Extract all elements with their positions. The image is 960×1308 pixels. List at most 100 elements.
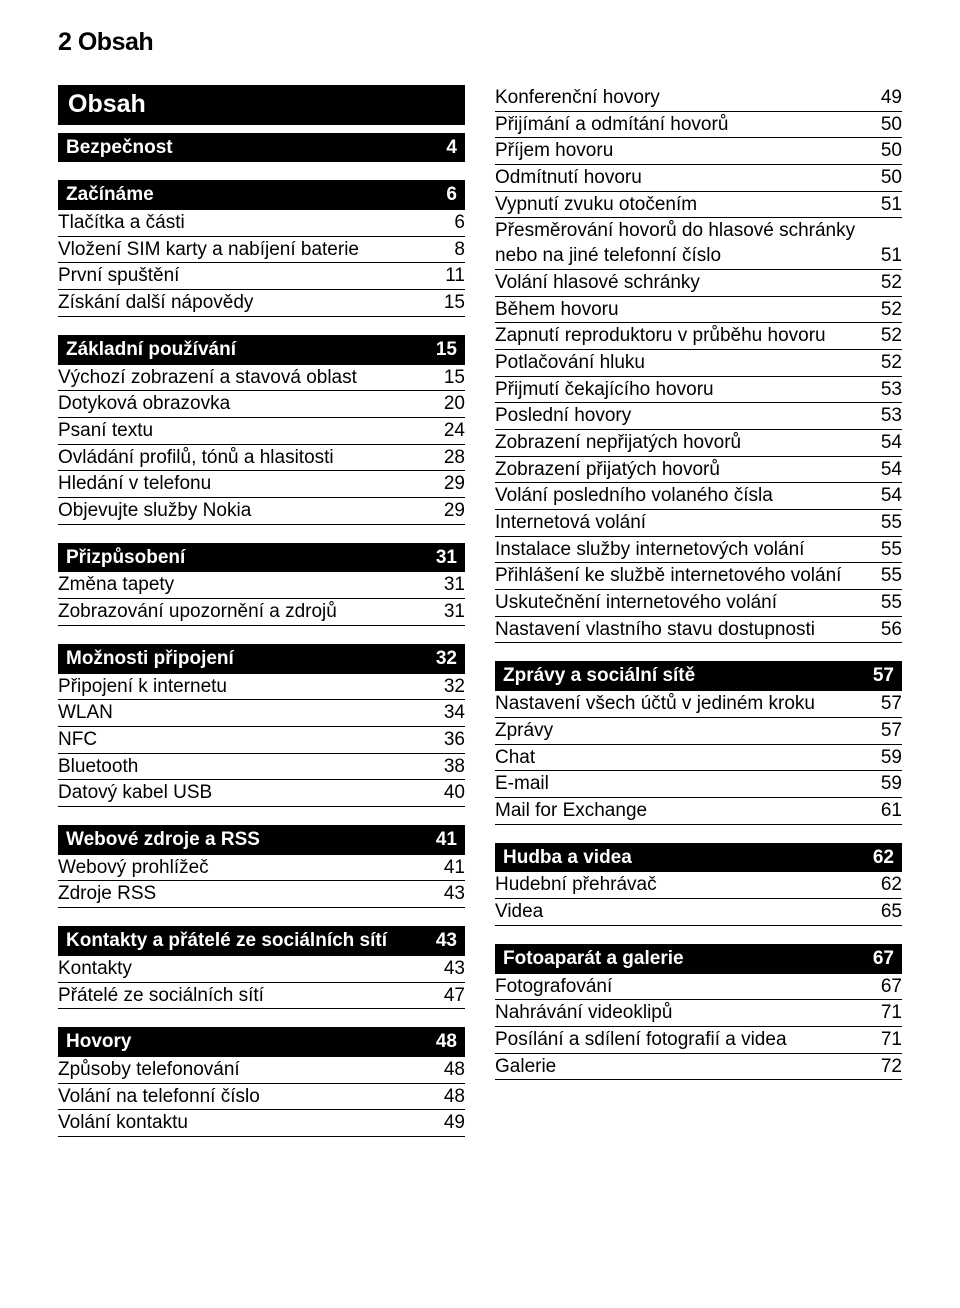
- toc-item-page: 28: [436, 446, 465, 471]
- toc-item-label: E-mail: [495, 772, 873, 797]
- toc-item-page: 29: [436, 472, 465, 497]
- toc-item-label: První spuštění: [58, 264, 437, 289]
- toc-item-label: Videa: [495, 900, 873, 925]
- toc-section-label: Bezpečnost: [66, 136, 438, 160]
- toc-item-page: 43: [436, 882, 465, 907]
- toc-item-label: Chat: [495, 746, 873, 771]
- toc-item: Psaní textu24: [58, 418, 465, 445]
- toc-section: Fotoaparát a galerie67: [495, 944, 902, 974]
- toc-section-page: 67: [865, 947, 894, 971]
- toc-item-label: Posílání a sdílení fotografií a videa: [495, 1028, 873, 1053]
- toc-item-page: 55: [873, 564, 902, 589]
- toc-item: Získání další nápovědy15: [58, 290, 465, 317]
- toc-item: Během hovoru52: [495, 297, 902, 324]
- toc-item-label: Hudební přehrávač: [495, 873, 873, 898]
- toc-item: Nahrávání videoklipů71: [495, 1000, 902, 1027]
- toc-item-page: 57: [873, 692, 902, 717]
- toc-section: Začínáme6: [58, 180, 465, 210]
- toc-item-page: 36: [436, 728, 465, 753]
- toc-section: Základní používání15: [58, 335, 465, 365]
- toc-item: Volání na telefonní číslo48: [58, 1084, 465, 1111]
- toc-item-label: Volání na telefonní číslo: [58, 1085, 436, 1110]
- toc-item-label: Ovládání profilů, tónů a hlasitosti: [58, 446, 436, 471]
- toc-item-label: Zdroje RSS: [58, 882, 436, 907]
- toc-item-label: Internetová volání: [495, 511, 873, 536]
- toc-item-page: 55: [873, 538, 902, 563]
- toc-item-page: 51: [873, 193, 902, 218]
- toc-section: Bezpečnost4: [58, 133, 465, 163]
- toc-item: Datový kabel USB40: [58, 780, 465, 807]
- toc-item: Odmítnutí hovoru50: [495, 165, 902, 192]
- toc-item-page: 40: [436, 781, 465, 806]
- toc-item-label: Získání další nápovědy: [58, 291, 436, 316]
- toc-item-page: 50: [873, 113, 902, 138]
- toc-item-page: 38: [436, 755, 465, 780]
- toc-item: Kontakty43: [58, 956, 465, 983]
- toc-item: Objevujte služby Nokia29: [58, 498, 465, 525]
- toc-item-label: WLAN: [58, 701, 436, 726]
- toc-item-page: 15: [436, 366, 465, 391]
- toc-item-page: 52: [873, 351, 902, 376]
- toc-item-label: Způsoby telefonování: [58, 1058, 436, 1083]
- toc-item: Ovládání profilů, tónů a hlasitosti28: [58, 445, 465, 472]
- toc-item-page: 65: [873, 900, 902, 925]
- toc-section-label: Hudba a videa: [503, 846, 865, 870]
- toc-item-page: 50: [873, 139, 902, 164]
- toc-item: Uskutečnění internetového volání55: [495, 590, 902, 617]
- toc-item-page: 11: [437, 264, 465, 289]
- toc-item: Přátelé ze sociálních sítí47: [58, 983, 465, 1010]
- toc-item: Způsoby telefonování48: [58, 1057, 465, 1084]
- toc-item: Příjem hovoru50: [495, 138, 902, 165]
- toc-item: Volání hlasové schránky52: [495, 270, 902, 297]
- toc-item: Změna tapety31: [58, 572, 465, 599]
- toc-item-page: 52: [873, 298, 902, 323]
- toc-item: Přesměrování hovorů do hlasové schránky …: [495, 218, 902, 269]
- toc-item-page: 31: [436, 573, 465, 598]
- toc-item-page: 20: [436, 392, 465, 417]
- toc-section-label: Webové zdroje a RSS: [66, 828, 428, 852]
- toc-item-label: Vložení SIM karty a nabíjení baterie: [58, 238, 446, 263]
- toc-item-label: Potlačování hluku: [495, 351, 873, 376]
- toc-item-label: Zobrazení přijatých hovorů: [495, 458, 873, 483]
- toc-item-page: 24: [436, 419, 465, 444]
- toc-item-page: 50: [873, 166, 902, 191]
- toc-item: Zobrazení nepřijatých hovorů54: [495, 430, 902, 457]
- toc-item-page: 49: [873, 86, 902, 111]
- toc-item-label: Odmítnutí hovoru: [495, 166, 873, 191]
- toc-item-label: Mail for Exchange: [495, 799, 873, 824]
- toc-item: Zprávy57: [495, 718, 902, 745]
- toc-item: Internetová volání55: [495, 510, 902, 537]
- toc-section-label: Přizpůsobení: [66, 546, 428, 570]
- toc-item-label: Připojení k internetu: [58, 675, 436, 700]
- toc-item-page: 49: [436, 1111, 465, 1136]
- toc-item-label: Přátelé ze sociálních sítí: [58, 984, 436, 1009]
- toc-item-label: Fotografování: [495, 975, 873, 1000]
- toc-item: Volání posledního volaného čísla54: [495, 483, 902, 510]
- toc-item-page: 54: [873, 431, 902, 456]
- toc-item-page: 59: [873, 746, 902, 771]
- toc-item-page: 54: [873, 484, 902, 509]
- toc-item-page: 53: [873, 404, 902, 429]
- toc-item-page: 29: [436, 499, 465, 524]
- toc-item-label: Zobrazení nepřijatých hovorů: [495, 431, 873, 456]
- toc-section-label: Začínáme: [66, 183, 438, 207]
- toc-item: Nastavení všech účtů v jediném kroku57: [495, 691, 902, 718]
- toc-item: Dotyková obrazovka20: [58, 391, 465, 418]
- toc-item-page: 43: [436, 957, 465, 982]
- toc-section-page: 15: [428, 338, 457, 362]
- toc-item-label: Hledání v telefonu: [58, 472, 436, 497]
- toc-item-label: Tlačítka a části: [58, 211, 446, 236]
- toc-item-label: Přijmutí čekajícího hovoru: [495, 378, 873, 403]
- toc-item-label: NFC: [58, 728, 436, 753]
- toc-item-page: 34: [436, 701, 465, 726]
- toc-item: Zapnutí reproduktoru v průběhu hovoru52: [495, 323, 902, 350]
- toc-section-label: Kontakty a přátelé ze sociálních sítí: [66, 929, 428, 953]
- toc-item-page: 41: [436, 856, 465, 881]
- toc-section-page: 57: [865, 664, 894, 688]
- toc-item-label: Volání kontaktu: [58, 1111, 436, 1136]
- toc-item-page: 48: [436, 1085, 465, 1110]
- toc-item: E-mail59: [495, 771, 902, 798]
- toc-section-page: 62: [865, 846, 894, 870]
- toc-item-page: 71: [873, 1028, 902, 1053]
- toc-section: Hovory48: [58, 1027, 465, 1057]
